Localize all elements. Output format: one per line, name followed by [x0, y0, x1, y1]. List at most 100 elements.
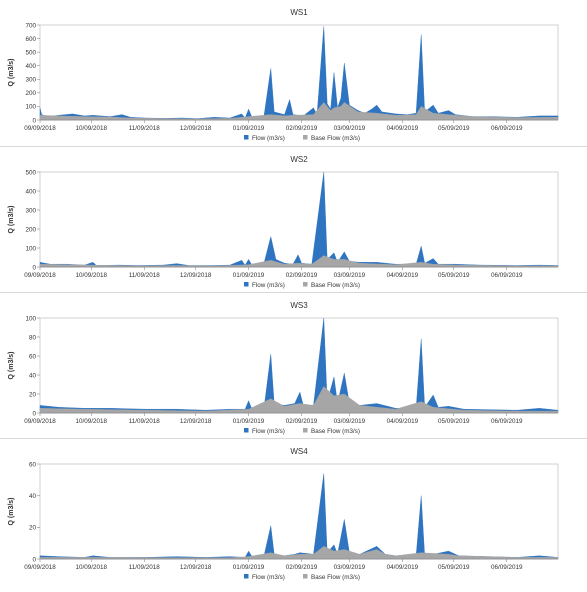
x-tick-label: 12/09/2018 — [180, 272, 212, 279]
x-tick-label: 02/09/2019 — [286, 272, 318, 279]
y-tick-label: 0 — [32, 410, 36, 417]
legend-swatch-base-flow — [303, 428, 308, 433]
chart-title: WS4 — [290, 447, 308, 456]
x-tick-label: 03/09/2019 — [334, 125, 366, 132]
x-tick-label: 09/09/2018 — [24, 418, 56, 425]
x-tick-label: 01/09/2019 — [233, 564, 265, 571]
y-tick-label: 500 — [25, 49, 36, 56]
legend-label-flow: Flow (m3/s) — [252, 135, 285, 142]
chart-title: WS1 — [290, 8, 308, 17]
x-tick-label: 12/09/2018 — [180, 125, 212, 132]
legend-label-base-flow: Base Flow (m3/s) — [311, 282, 360, 289]
y-axis-label: Q (m3/s) — [8, 205, 15, 233]
chart-panel-4: WS4 Q (m3/s) 0 20 40 60 09/09/2018 10/09/2018 11… — [0, 438, 587, 585]
flow-area-series — [39, 317, 559, 414]
y-tick-label: 400 — [25, 188, 36, 195]
x-tick-label: 09/09/2018 — [24, 125, 56, 132]
legend: Flow (m3/s) Base Flow (m3/s) — [244, 574, 360, 581]
area-chart: WS1 Q (m3/s) 0 100 200 300 400 500 600 700 09/09/2… — [8, 8, 559, 142]
y-tick-label: 300 — [25, 207, 36, 214]
y-tick-label: 200 — [25, 90, 36, 97]
x-tick-label: 01/09/2019 — [233, 125, 265, 132]
y-tick-label: 100 — [25, 315, 36, 322]
base-flow-area-series — [39, 546, 559, 560]
y-tick-label: 600 — [25, 36, 36, 43]
legend-label-flow: Flow (m3/s) — [252, 282, 285, 289]
x-tick-label: 05/09/2019 — [438, 564, 470, 571]
x-tick-label: 03/09/2019 — [334, 418, 366, 425]
y-axis-label: Q (m3/s) — [8, 497, 15, 525]
legend: Flow (m3/s) Base Flow (m3/s) — [244, 135, 360, 142]
plot-frame — [39, 24, 559, 121]
x-tick-label: 10/09/2018 — [76, 418, 108, 425]
x-tick-label: 06/09/2019 — [491, 125, 523, 132]
base-flow-area-series — [39, 102, 559, 121]
y-tick-label: 0 — [32, 556, 36, 563]
flow-area-series — [39, 26, 559, 121]
x-tick-label: 05/09/2019 — [438, 272, 470, 279]
legend-swatch-base-flow — [303, 282, 308, 287]
x-tick-label: 05/09/2019 — [438, 418, 470, 425]
x-tick-label: 06/09/2019 — [491, 564, 523, 571]
y-tick-label: 60 — [29, 353, 37, 360]
y-tick-label: 100 — [25, 245, 36, 252]
x-tick-label: 10/09/2018 — [76, 125, 108, 132]
flow-area-series — [39, 473, 559, 560]
chart-panel-3: WS3 Q (m3/s) 0 20 40 60 80 100 09/09/2018 10/09/2… — [0, 292, 587, 439]
legend-label-base-flow: Base Flow (m3/s) — [311, 574, 360, 581]
x-tick-label: 02/09/2019 — [286, 418, 318, 425]
y-tick-label: 100 — [25, 104, 36, 111]
x-tick-label: 12/09/2018 — [180, 564, 212, 571]
x-tick-label: 06/09/2019 — [491, 272, 523, 279]
x-tick-label: 03/09/2019 — [334, 564, 366, 571]
y-tick-label: 20 — [29, 391, 37, 398]
x-tick-label: 01/09/2019 — [233, 272, 265, 279]
legend-label-base-flow: Base Flow (m3/s) — [311, 428, 360, 435]
y-tick-label: 40 — [29, 372, 37, 379]
legend-swatch-base-flow — [303, 135, 308, 140]
flow-area-series — [39, 171, 559, 268]
chart-panel-1: WS1 Q (m3/s) 0 100 200 300 400 500 600 700 09/09/2… — [0, 0, 587, 146]
y-tick-label: 20 — [29, 525, 37, 532]
x-tick-label: 09/09/2018 — [24, 272, 56, 279]
chart-title: WS2 — [290, 155, 308, 164]
y-tick-label: 300 — [25, 77, 36, 84]
legend-swatch-base-flow — [303, 574, 308, 579]
y-tick-label: 80 — [29, 334, 37, 341]
y-tick-label: 200 — [25, 226, 36, 233]
y-tick-label: 60 — [29, 461, 37, 468]
y-tick-label: 40 — [29, 493, 37, 500]
x-tick-label: 03/09/2019 — [334, 272, 366, 279]
y-axis-label: Q (m3/s) — [8, 58, 15, 86]
x-tick-label: 05/09/2019 — [438, 125, 470, 132]
legend-swatch-flow — [244, 574, 249, 579]
legend-label-flow: Flow (m3/s) — [252, 428, 285, 435]
x-tick-label: 04/09/2019 — [387, 564, 419, 571]
x-tick-label: 09/09/2018 — [24, 564, 56, 571]
x-tick-label: 11/09/2018 — [129, 272, 161, 279]
legend-swatch-flow — [244, 135, 249, 140]
plot-frame — [39, 463, 559, 560]
x-tick-label: 11/09/2018 — [129, 564, 161, 571]
x-tick-label: 04/09/2019 — [387, 272, 419, 279]
x-tick-label: 12/09/2018 — [180, 418, 212, 425]
x-tick-label: 02/09/2019 — [286, 564, 318, 571]
legend: Flow (m3/s) Base Flow (m3/s) — [244, 282, 360, 289]
area-chart: WS2 Q (m3/s) 0 100 200 300 400 500 09/09/2018 10/… — [8, 155, 559, 289]
x-tick-label: 10/09/2018 — [76, 564, 108, 571]
y-tick-label: 0 — [32, 264, 36, 271]
legend-label-base-flow: Base Flow (m3/s) — [311, 135, 360, 142]
y-tick-label: 500 — [25, 169, 36, 176]
area-chart: WS3 Q (m3/s) 0 20 40 60 80 100 09/09/2018 10/09/2… — [8, 301, 559, 435]
y-tick-label: 700 — [25, 22, 36, 29]
x-tick-label: 04/09/2019 — [387, 418, 419, 425]
base-flow-area-series — [39, 255, 559, 268]
x-tick-label: 10/09/2018 — [76, 272, 108, 279]
base-flow-area-series — [39, 386, 559, 414]
x-tick-label: 01/09/2019 — [233, 418, 265, 425]
legend-swatch-flow — [244, 282, 249, 287]
x-tick-label: 06/09/2019 — [491, 418, 523, 425]
legend-swatch-flow — [244, 428, 249, 433]
y-tick-label: 0 — [32, 117, 36, 124]
